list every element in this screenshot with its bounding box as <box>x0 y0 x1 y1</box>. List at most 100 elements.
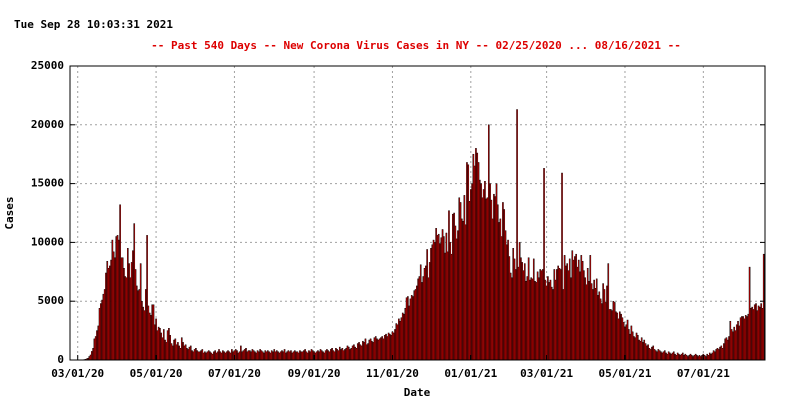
bar <box>545 285 548 361</box>
bar <box>234 349 237 361</box>
bar <box>539 269 541 361</box>
bar <box>94 336 97 361</box>
bar <box>463 195 466 361</box>
bar <box>410 295 413 361</box>
bar <box>634 337 637 361</box>
bar <box>109 265 111 361</box>
bar <box>364 338 367 361</box>
bar <box>505 244 508 361</box>
bar <box>132 250 134 361</box>
bar <box>584 277 586 361</box>
bar <box>666 353 669 361</box>
bar <box>363 342 365 361</box>
y-tick-label: 5000 <box>38 294 65 307</box>
bar <box>153 324 156 361</box>
bar <box>130 262 133 361</box>
bar <box>554 279 557 361</box>
bar <box>484 181 486 361</box>
bar <box>468 201 471 361</box>
bar <box>640 337 643 361</box>
bar <box>417 278 419 361</box>
bar <box>303 350 305 361</box>
bar <box>482 189 485 361</box>
bar <box>459 202 462 361</box>
bar <box>304 349 306 361</box>
bar <box>743 318 746 361</box>
bar <box>340 349 342 361</box>
bar <box>741 316 743 361</box>
bar <box>526 276 529 361</box>
bar <box>436 235 439 361</box>
bar <box>215 352 218 361</box>
bar <box>665 352 667 361</box>
bar <box>392 332 395 361</box>
x-tick-label: 09/01/20 <box>288 367 341 380</box>
bar <box>520 257 522 361</box>
bar <box>590 283 593 361</box>
bar <box>441 229 444 361</box>
bar <box>296 351 299 361</box>
bar <box>351 345 354 361</box>
bar <box>155 318 157 361</box>
bar <box>326 349 328 361</box>
bar <box>305 351 308 361</box>
bar <box>315 351 318 361</box>
bar <box>574 256 576 361</box>
bar <box>639 340 642 361</box>
bar <box>183 345 186 361</box>
bar <box>261 351 264 361</box>
bar <box>160 332 163 361</box>
bar <box>336 349 339 361</box>
bar <box>159 328 161 361</box>
bar <box>575 253 577 361</box>
bar <box>638 339 640 361</box>
bar <box>540 270 543 361</box>
bar <box>332 350 335 361</box>
bar <box>206 351 209 361</box>
bar <box>762 253 765 361</box>
bar <box>219 351 222 361</box>
bar <box>502 202 504 361</box>
bar <box>710 353 712 361</box>
bar <box>535 282 538 361</box>
bar <box>385 333 387 361</box>
bar <box>655 350 657 361</box>
bar <box>565 265 567 361</box>
bar <box>464 224 467 361</box>
bar <box>238 351 241 361</box>
bar <box>684 353 687 361</box>
bar <box>699 356 702 361</box>
bar <box>694 353 697 361</box>
bar <box>435 228 437 361</box>
bar <box>92 348 94 361</box>
bar <box>422 276 425 361</box>
bar <box>541 269 544 361</box>
bar <box>631 331 634 361</box>
bar <box>471 183 473 361</box>
bar <box>697 356 700 361</box>
bar <box>263 352 265 361</box>
bar <box>359 344 362 361</box>
bar <box>324 350 327 361</box>
bar <box>434 242 436 361</box>
bar <box>455 238 458 361</box>
bar <box>685 355 688 361</box>
bar <box>418 276 421 361</box>
x-tick-label: 03/01/20 <box>51 367 104 380</box>
bar <box>300 351 303 361</box>
bar <box>398 318 400 361</box>
bar <box>619 311 621 361</box>
bar <box>457 230 459 361</box>
bar <box>562 289 565 361</box>
bar <box>646 345 648 361</box>
bar <box>485 198 488 361</box>
bar <box>241 351 243 361</box>
bar <box>214 350 216 361</box>
bar <box>416 285 418 361</box>
bar <box>287 350 290 361</box>
bar <box>648 348 651 361</box>
bar <box>568 258 571 361</box>
bar <box>688 355 691 361</box>
bar <box>595 278 598 361</box>
bar <box>177 342 179 361</box>
